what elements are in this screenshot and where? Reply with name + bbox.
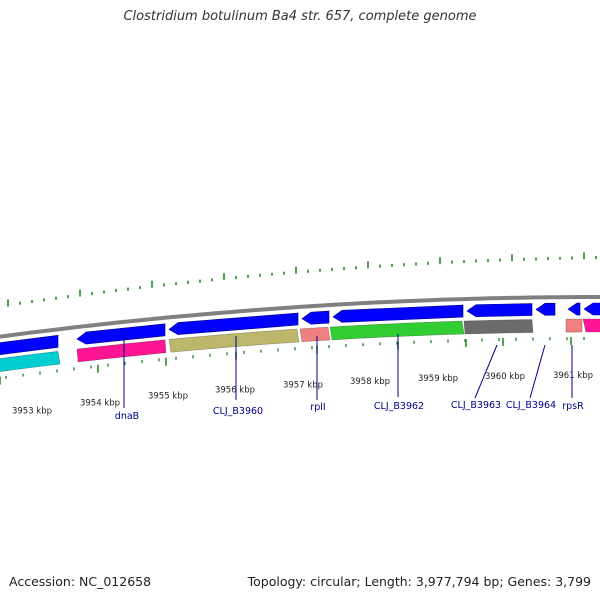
gene-label: CLJ_B3963 <box>451 400 501 411</box>
kbp-scale-labels: 3953 kbp 3954 kbp 3955 kbp 3956 kbp 3957 kbp… <box>12 371 593 416</box>
kbp-label: 3960 kbp <box>485 372 525 382</box>
gene-leader-line <box>474 344 498 399</box>
kbp-label: 3958 kbp <box>350 377 390 387</box>
gene-label: dnaB <box>115 411 139 422</box>
gc-skew-track <box>7 252 597 307</box>
feature-segment <box>565 318 583 333</box>
gene-label: rpsR <box>562 401 584 412</box>
forward-strand-features-track <box>0 318 600 372</box>
gene-labels: dnaB CLJ_B3960 rplI CLJ_B3962 CLJ_B3963 CLJ_B… <box>115 334 584 422</box>
kbp-label: 3959 kbp <box>418 374 458 384</box>
feature-segment <box>329 320 465 341</box>
kbp-label: 3955 kbp <box>148 392 188 402</box>
cds-arrow <box>301 310 330 325</box>
accession-label: Accession: NC_012658 <box>9 574 152 589</box>
genome-title: Clostridium botulinum Ba4 str. 657, comp… <box>123 9 477 24</box>
gene-label: CLJ_B3962 <box>374 401 424 412</box>
feature-segment <box>463 319 534 335</box>
gene-label: CLJ_B3960 <box>213 406 263 417</box>
feature-segment <box>299 326 331 343</box>
feature-segment <box>582 318 600 333</box>
cds-arrow <box>168 312 299 335</box>
cds-arrow <box>567 302 581 316</box>
cds-arrow <box>466 303 533 317</box>
feature-segment <box>76 339 167 363</box>
gene-leader-line <box>529 344 546 399</box>
gene-label: CLJ_B3964 <box>506 400 556 411</box>
cds-arrow <box>76 323 166 345</box>
reverse-strand-cds-track <box>0 302 600 355</box>
cds-arrow <box>332 304 464 323</box>
genome-backbone <box>0 295 600 339</box>
kbp-label: 3957 kbp <box>283 381 323 391</box>
feature-segment <box>0 350 61 372</box>
kbp-label: 3953 kbp <box>12 406 52 416</box>
cds-arrow <box>583 302 600 316</box>
feature-segment <box>168 328 300 353</box>
topology-label: Topology: circular; Length: 3,977,794 bp… <box>247 574 591 589</box>
cds-arrow <box>535 302 556 316</box>
kbp-label: 3954 kbp <box>80 399 120 409</box>
cds-arrow <box>0 334 59 355</box>
gene-label: rplI <box>310 402 325 413</box>
kbp-label: 3961 kbp <box>553 371 593 381</box>
kbp-label: 3956 kbp <box>215 386 255 396</box>
